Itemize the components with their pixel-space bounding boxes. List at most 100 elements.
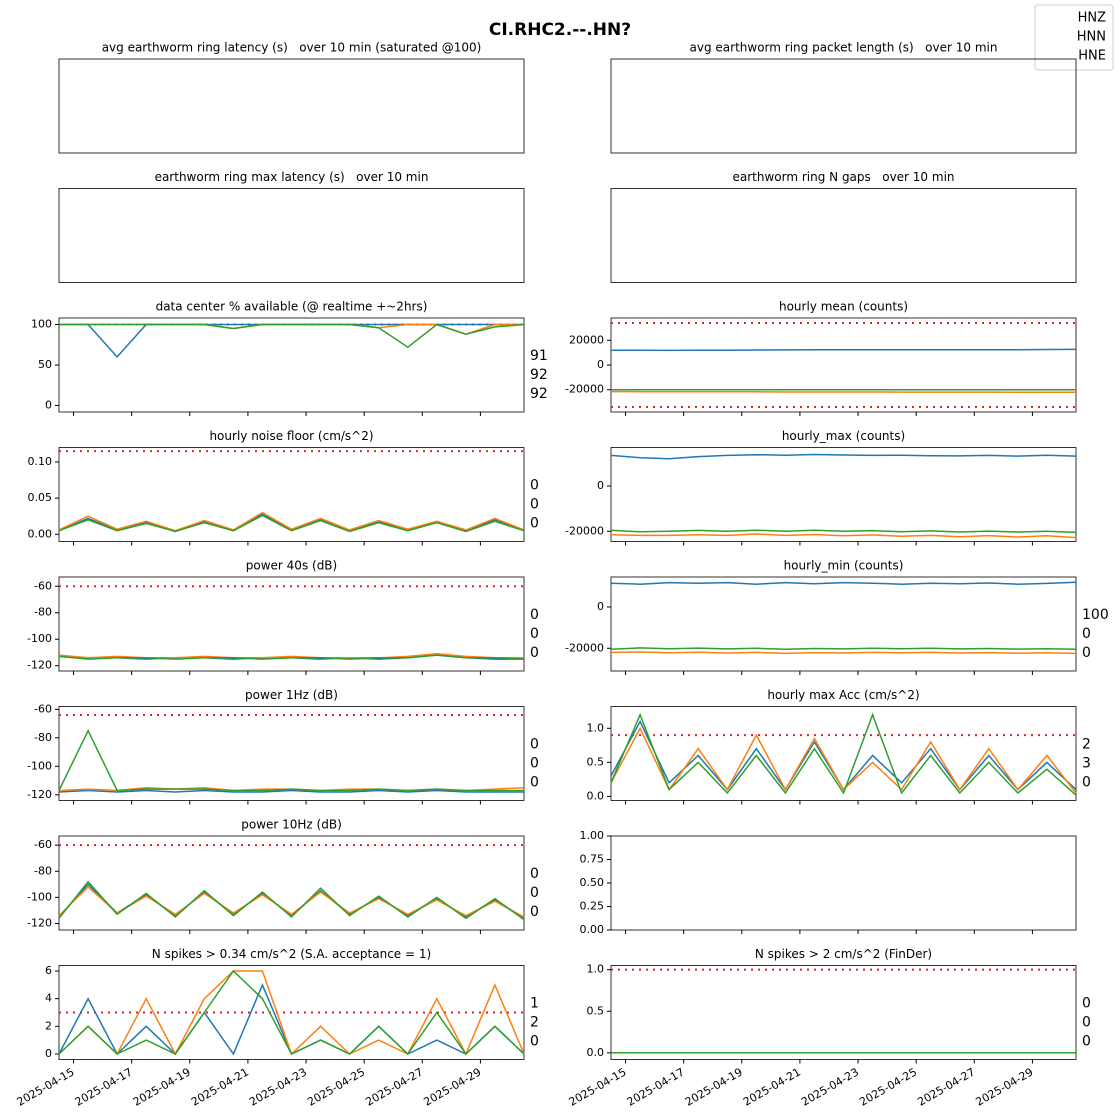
side-value: 91 xyxy=(530,348,548,364)
side-value: 0 xyxy=(530,1034,539,1050)
panel-title: hourly_min (counts) xyxy=(784,559,904,573)
side-value: 0 xyxy=(1082,626,1091,642)
panel-frame xyxy=(610,835,1077,931)
series-line xyxy=(610,712,1077,796)
side-value: 0 xyxy=(1082,645,1091,661)
series-line xyxy=(58,885,525,918)
y-tick-label: -80 xyxy=(34,606,52,619)
side-value: 92 xyxy=(530,367,548,383)
series-line xyxy=(58,982,525,1056)
side-value: 0 xyxy=(530,756,539,772)
side-value: 0 xyxy=(1082,775,1091,791)
panel-title: N spikes > 2 cm/s^2 (FinDer) xyxy=(755,947,932,961)
panel-title: power 10Hz (dB) xyxy=(241,818,342,832)
panel-frame xyxy=(610,706,1077,801)
y-tick-label: 0.0 xyxy=(587,789,605,802)
series-line xyxy=(58,789,524,793)
series-line xyxy=(610,651,1077,655)
side-value: 92 xyxy=(530,386,548,402)
y-tick-label: 0.75 xyxy=(580,853,605,866)
series-line xyxy=(58,511,525,532)
legend-entry: HNE xyxy=(1078,49,1106,64)
x-tick-label: 2025-04-27 xyxy=(363,1065,425,1108)
series-line xyxy=(610,581,1077,585)
panel-title: power 1Hz (dB) xyxy=(245,688,338,702)
y-tick-label: -120 xyxy=(27,788,52,801)
y-tick-label: -100 xyxy=(27,632,52,645)
y-tick-label: 0.50 xyxy=(580,876,605,889)
legend-entry: HNN xyxy=(1077,30,1106,45)
y-tick-label: 2 xyxy=(45,1019,52,1032)
y-tick-label: 1.0 xyxy=(587,963,605,976)
panel-title: hourly_max (counts) xyxy=(782,429,905,443)
y-tick-label: -100 xyxy=(27,759,52,772)
y-tick-label: 0.5 xyxy=(587,1004,605,1017)
series-line xyxy=(58,728,524,792)
side-value: 0 xyxy=(530,497,539,513)
y-tick-label: 0.10 xyxy=(28,455,53,468)
y-tick-label: 4 xyxy=(45,992,52,1005)
y-tick-label: 20000 xyxy=(569,333,604,346)
panel-title: hourly noise floor (cm/s^2) xyxy=(209,429,373,443)
y-tick-label: -80 xyxy=(34,731,52,744)
panel-title: avg earthworm ring packet length (s) ove… xyxy=(690,41,998,55)
y-tick-label: -80 xyxy=(34,864,52,877)
series-line xyxy=(611,348,1077,352)
x-tick-label: 2025-04-19 xyxy=(131,1065,193,1108)
side-value: 0 xyxy=(530,866,539,882)
panel-frame xyxy=(58,835,525,931)
series-line xyxy=(610,533,1077,539)
series-line xyxy=(58,654,525,660)
y-tick-label: 1.00 xyxy=(580,829,605,842)
side-value: 2 xyxy=(530,1015,539,1031)
panel-frame xyxy=(610,447,1077,542)
x-tick-label: 2025-04-23 xyxy=(247,1065,309,1108)
side-value: 0 xyxy=(530,775,539,791)
side-value: 0 xyxy=(530,737,539,753)
y-tick-label: -100 xyxy=(27,890,52,903)
panel-frame xyxy=(58,447,525,542)
panel-frame xyxy=(610,317,1077,413)
panel-title: N spikes > 0.34 cm/s^2 (S.A. acceptance … xyxy=(152,947,431,961)
panel-frame xyxy=(58,706,525,801)
y-tick-label: -120 xyxy=(27,659,52,672)
panel-title: earthworm ring max latency (s) over 10 m… xyxy=(155,170,429,184)
side-value: 0 xyxy=(530,904,539,920)
side-value: 0 xyxy=(530,607,539,623)
side-value: 0 xyxy=(530,478,539,494)
panel-frame xyxy=(58,576,525,672)
x-tick-label: 2025-04-15 xyxy=(15,1065,77,1108)
panel-frame xyxy=(610,188,1077,283)
side-value: 0 xyxy=(530,516,539,532)
y-tick-label: -20000 xyxy=(565,524,604,537)
x-tick-label: 2025-04-17 xyxy=(625,1065,687,1108)
panel-frame xyxy=(58,188,525,283)
y-tick-label: 0 xyxy=(45,399,52,412)
y-tick-label: -120 xyxy=(27,916,52,929)
x-tick-label: 2025-04-21 xyxy=(741,1065,803,1108)
x-tick-label: 2025-04-25 xyxy=(305,1065,367,1108)
series-line xyxy=(58,883,525,919)
side-value: 0 xyxy=(1082,1015,1091,1031)
legend-entry: HNZ xyxy=(1078,11,1107,26)
panel-title: hourly mean (counts) xyxy=(779,300,908,314)
y-tick-label: -20000 xyxy=(565,641,604,654)
series-line xyxy=(610,726,1077,794)
y-tick-label: 0 xyxy=(597,479,604,492)
x-tick-label: 2025-04-21 xyxy=(189,1065,251,1108)
y-tick-label: 0 xyxy=(45,1047,52,1060)
series-line xyxy=(610,647,1077,651)
side-value: 100 xyxy=(1082,607,1109,623)
side-value: 3 xyxy=(1082,756,1091,772)
x-tick-label: 2025-04-23 xyxy=(799,1065,861,1108)
series-line xyxy=(58,969,525,1056)
series-line xyxy=(610,529,1077,534)
y-tick-label: 0 xyxy=(597,600,604,613)
panel-frame xyxy=(58,58,525,154)
y-tick-label: 100 xyxy=(31,317,52,330)
panel-title: data center % available (@ realtime +~2h… xyxy=(156,300,428,314)
x-tick-label: 2025-04-15 xyxy=(567,1065,629,1108)
x-tick-label: 2025-04-29 xyxy=(974,1065,1036,1108)
panel-title: hourly max Acc (cm/s^2) xyxy=(767,688,919,702)
panel-frame xyxy=(610,965,1077,1060)
